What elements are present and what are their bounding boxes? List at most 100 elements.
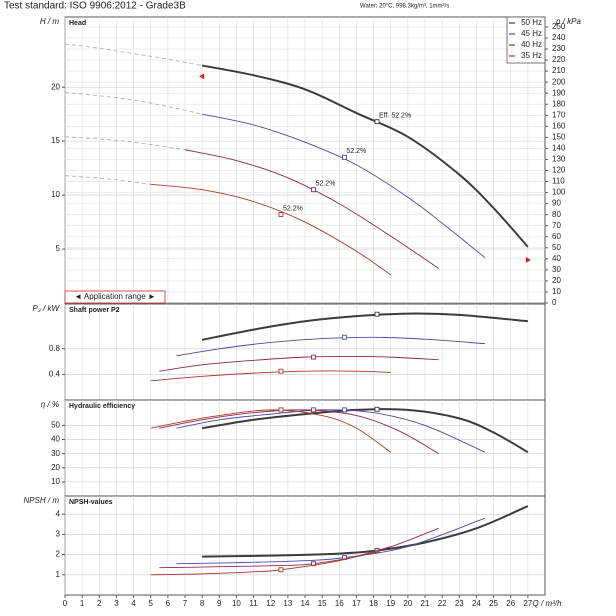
x-tick-label: 23 — [455, 599, 464, 608]
operating-point — [374, 406, 380, 412]
y2-tick-label: 250 — [552, 22, 566, 31]
conditions: Water; 20°C, 998.3kg/m³, 1mm²/s — [360, 4, 449, 10]
legend — [506, 16, 546, 64]
x-tick-label: 13 — [283, 599, 292, 608]
range-marker — [525, 256, 531, 263]
y2-tick-label: 180 — [552, 99, 566, 108]
y-tick-label: 1 — [56, 570, 61, 579]
operating-point — [341, 334, 347, 340]
y-tick-label: 5 — [56, 244, 61, 253]
x-tick-label: 9 — [217, 599, 222, 608]
y-tick-label: 20 — [51, 82, 60, 91]
operating-point — [311, 354, 317, 360]
legend-label: 35 Hz — [521, 51, 542, 60]
y2-tick-label: 230 — [552, 44, 566, 53]
x-tick-label: 21 — [421, 599, 430, 608]
y-tick-label: 20 — [51, 463, 60, 472]
y-tick-label: 10 — [51, 477, 60, 486]
panel-title: NPSH-values — [69, 499, 113, 506]
legend-label: 50 Hz — [521, 18, 542, 27]
operating-point — [278, 407, 284, 413]
y2-tick-label: 130 — [552, 155, 566, 164]
operating-point — [341, 154, 347, 160]
x-tick-label: 16 — [335, 599, 344, 608]
y2-tick-label: 10 — [552, 287, 561, 296]
y2-tick-label: 100 — [552, 188, 566, 197]
y2-tick-label: 90 — [552, 199, 561, 208]
y-axis-label: NPSH / m — [23, 496, 59, 505]
x-tick-label: 2 — [97, 599, 102, 608]
curve-extension — [64, 43, 203, 66]
legend-label: 40 Hz — [521, 40, 542, 49]
y2-axis-label: p / kPa — [555, 17, 581, 26]
x-tick-label: 26 — [506, 599, 515, 608]
curve-extension — [64, 92, 203, 115]
y2-tick-label: 170 — [552, 110, 566, 119]
x-tick-label: 27 — [523, 599, 532, 608]
x-tick-label: 14 — [301, 599, 310, 608]
operating-point — [311, 561, 317, 567]
y-tick-label: 2 — [56, 550, 61, 559]
x-tick-label: 10 — [232, 599, 241, 608]
x-tick-label: 11 — [249, 599, 258, 608]
y2-tick-label: 70 — [552, 221, 561, 230]
x-tick-label: 15 — [318, 599, 327, 608]
curve — [202, 113, 486, 259]
y2-tick-label: 30 — [552, 265, 561, 274]
x-tick-label: 20 — [403, 599, 412, 608]
operating-point — [374, 119, 380, 125]
curve — [159, 409, 439, 455]
point-label: Eff. 52.2% — [379, 113, 411, 120]
x-tick-label: 25 — [489, 599, 498, 608]
range-marker — [199, 73, 205, 80]
y2-tick-label: 190 — [552, 88, 566, 97]
x-tick-label: 4 — [131, 599, 136, 608]
x-tick-label: 22 — [438, 599, 447, 608]
y-tick-label: 15 — [51, 136, 60, 145]
y-tick-label: 0.8 — [49, 344, 61, 353]
y-axis-label: η / % — [41, 400, 59, 409]
curve — [201, 312, 528, 341]
y-tick-label: 4 — [56, 509, 61, 518]
curve — [150, 409, 391, 453]
y2-tick-label: 200 — [552, 77, 566, 86]
y2-tick-label: 0 — [552, 298, 557, 307]
y2-tick-label: 60 — [552, 232, 561, 241]
curve-extension — [64, 136, 186, 151]
legend-label: 45 Hz — [521, 29, 542, 38]
y-tick-label: 40 — [51, 435, 60, 444]
x-tick-label: 12 — [266, 599, 275, 608]
y2-tick-label: 140 — [552, 144, 566, 153]
y-tick-label: 3 — [56, 529, 61, 538]
y2-tick-label: 220 — [552, 55, 566, 64]
panel-title: Shaft power P2 — [69, 307, 120, 314]
operating-point — [278, 212, 284, 217]
curve — [150, 546, 391, 576]
y-tick-label: 10 — [51, 190, 60, 199]
curve — [159, 527, 439, 569]
y-tick-label: 0.4 — [49, 370, 61, 379]
x-tick-label: 5 — [148, 599, 153, 608]
curve — [159, 356, 439, 372]
y2-tick-label: 160 — [552, 121, 566, 130]
curve-extension — [64, 175, 151, 185]
y-axis-label: H / m — [40, 17, 59, 26]
panel-title: Head — [69, 20, 86, 27]
y2-tick-label: 50 — [552, 243, 561, 252]
x-axis-label: Q / m³/h — [533, 599, 562, 608]
application-range-box — [64, 290, 166, 304]
operating-point — [311, 187, 317, 193]
x-tick-label: 8 — [200, 599, 205, 608]
x-tick-label: 3 — [114, 599, 119, 608]
x-tick-label: 0 — [63, 599, 68, 608]
application-range: ◄ Application range ► — [74, 292, 156, 301]
panel-title: Hydraulic efficiency — [69, 403, 135, 410]
curve — [176, 517, 486, 565]
curve — [201, 64, 529, 248]
y-axis-label: P₂ / kW — [32, 304, 60, 313]
point-label: 52.2% — [283, 205, 303, 212]
y2-tick-label: 150 — [552, 132, 566, 141]
y2-tick-label: 240 — [552, 33, 566, 42]
